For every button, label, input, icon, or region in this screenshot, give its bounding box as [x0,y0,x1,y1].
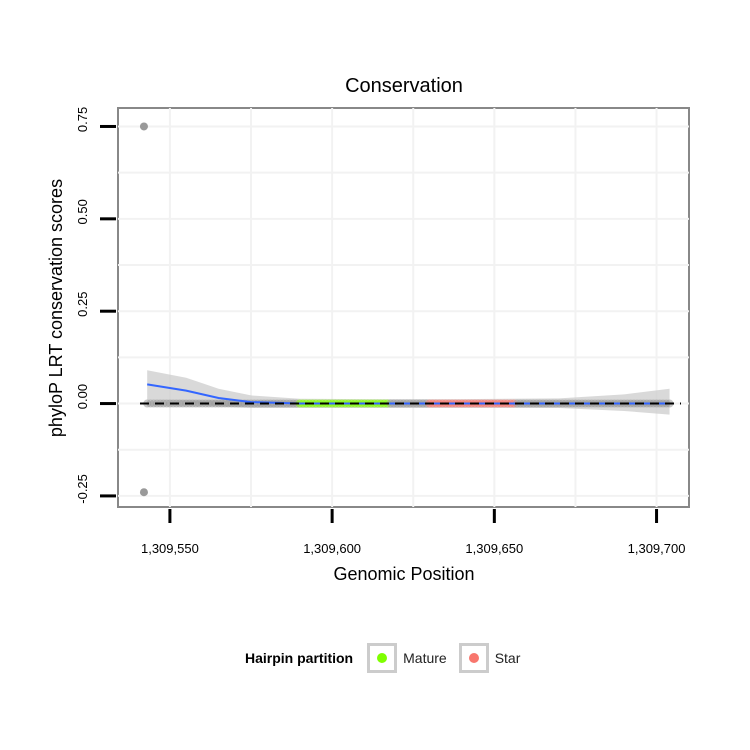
outlier-point [139,122,148,131]
legend-label-mature: Mature [403,650,447,666]
y-tick-label: 0.25 [75,292,90,317]
legend-title: Hairpin partition [245,650,354,666]
axes: 1,309,550 1,309,600 1,309,650 1,309,700 -0.2… [75,107,685,556]
y-tick-label: 0.00 [75,384,90,409]
legend-key-mature [367,643,398,673]
chart-title: Conservation [345,75,463,97]
y-axis-label: phyloP LRT conservation scores [46,179,66,437]
x-axis-label: Genomic Position [333,564,474,584]
y-tick-label: 0.50 [75,199,90,224]
legend-key-star [458,643,489,673]
grid [118,108,689,507]
legend-dot-mature [377,653,388,663]
outlier-point [139,488,148,497]
y-tick-label: 0.75 [75,107,90,132]
x-tick-label: 1,309,550 [141,541,199,556]
y-tick-label: -0.25 [75,474,90,504]
plot-panel [117,107,690,508]
x-tick-label: 1,309,600 [303,541,361,556]
legend: Hairpin partition Mature Star [245,640,526,676]
x-tick-label: 1,309,650 [465,541,523,556]
legend-label-star: Star [494,650,521,666]
lines [140,383,681,405]
x-tick-label: 1,309,700 [628,541,686,556]
legend-dot-star [468,653,479,663]
